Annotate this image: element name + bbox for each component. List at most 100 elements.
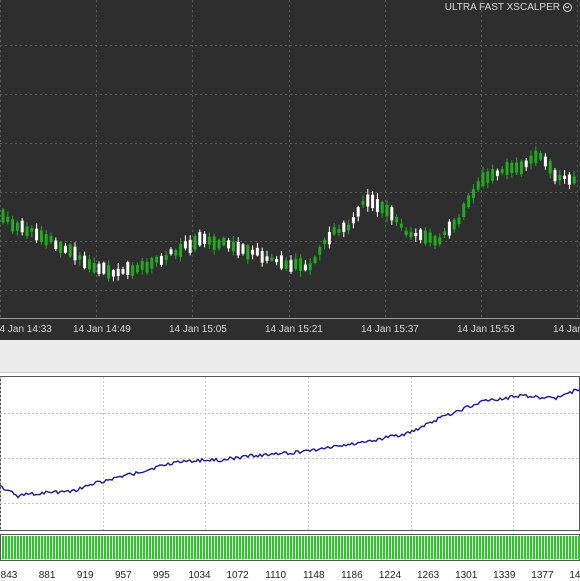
volume-bar	[452, 536, 454, 559]
volume-bar	[38, 536, 40, 559]
volume-bar	[359, 536, 361, 559]
candle	[423, 227, 427, 246]
volume-bar	[518, 536, 520, 559]
volume-bar	[479, 536, 481, 559]
volume-bar	[146, 536, 148, 559]
volume-bar	[395, 536, 397, 559]
volume-bar	[41, 536, 43, 559]
volume-bar	[431, 536, 433, 559]
candle	[567, 172, 571, 190]
candle	[313, 255, 317, 265]
candle	[260, 247, 264, 267]
candle	[83, 251, 87, 270]
volume-bar	[386, 536, 388, 559]
candle	[159, 252, 163, 268]
volume-bar	[341, 536, 343, 559]
candle	[481, 167, 485, 188]
volume-bar	[23, 536, 25, 559]
volume-bar	[392, 536, 394, 559]
volume-bar	[350, 536, 352, 559]
volume-bar	[233, 536, 235, 559]
volume-bar	[329, 536, 331, 559]
candle	[236, 237, 240, 259]
volume-bar	[323, 536, 325, 559]
candle	[59, 240, 63, 258]
volume-bar	[92, 536, 94, 559]
volume-bar	[164, 536, 166, 559]
volume-bar	[11, 536, 13, 559]
balance-line	[0, 388, 580, 499]
candle	[323, 237, 327, 250]
volume-bar	[401, 536, 403, 559]
volume-bar	[176, 536, 178, 559]
volume-bar	[542, 536, 544, 559]
volume-bar	[530, 536, 532, 559]
volume-bar	[263, 536, 265, 559]
trade-number-label: 881	[38, 570, 56, 581]
candle	[395, 214, 399, 226]
sad-face-icon	[563, 3, 572, 12]
candle	[284, 257, 288, 272]
volume-bar	[122, 536, 124, 559]
candle	[198, 229, 202, 247]
candle	[78, 252, 82, 266]
volume-bars	[2, 536, 580, 559]
volume-bar	[512, 536, 514, 559]
candle	[265, 250, 269, 264]
expert-advisor-label[interactable]: ULTRA FAST XSCALPER	[445, 2, 572, 13]
candle	[222, 236, 226, 247]
volume-bar	[371, 536, 373, 559]
volume-bar	[203, 536, 205, 559]
candle	[462, 201, 466, 220]
volume-bar	[188, 536, 190, 559]
time-label: 14 Jan 14:49	[73, 324, 131, 335]
candle	[126, 260, 130, 279]
candle	[73, 242, 77, 265]
candle	[49, 232, 53, 245]
candle	[289, 255, 293, 274]
candle	[270, 253, 274, 262]
volume-bar	[539, 536, 541, 559]
candle	[207, 232, 211, 250]
candle	[155, 255, 159, 267]
volume-bar	[53, 536, 55, 559]
trade-number-label: 1034	[188, 570, 211, 581]
candle	[63, 243, 67, 255]
candle	[35, 223, 39, 244]
trade-number-label: 1263	[416, 570, 440, 581]
volume-bar	[269, 536, 271, 559]
time-label: 14 Jan 15:05	[169, 324, 227, 335]
volume-bar	[317, 536, 319, 559]
volume-bar	[101, 536, 103, 559]
volume-bar	[125, 536, 127, 559]
volume-bar	[83, 536, 85, 559]
candle	[351, 212, 355, 229]
volume-bar	[5, 536, 7, 559]
volume-bar	[545, 536, 547, 559]
volume-bar	[200, 536, 202, 559]
volume-bar	[257, 536, 259, 559]
candle	[231, 235, 235, 256]
candlestick-chart	[0, 0, 580, 319]
volume-bar	[362, 536, 364, 559]
candle	[558, 169, 562, 186]
volume-bar	[335, 536, 337, 559]
volume-bar	[62, 536, 64, 559]
candle	[438, 233, 442, 247]
candle	[30, 225, 34, 237]
volume-bar	[425, 536, 427, 559]
volume-bar	[353, 536, 355, 559]
volume-bar	[2, 536, 4, 559]
panel-separator	[0, 340, 580, 373]
volume-bar	[551, 536, 553, 559]
volume-bar	[533, 536, 535, 559]
volume-bar	[347, 536, 349, 559]
candle	[111, 268, 115, 282]
volume-bar	[491, 536, 493, 559]
volume-bar	[296, 536, 298, 559]
balance-graph	[0, 376, 580, 561]
volume-bar	[242, 536, 244, 559]
volume-bar	[254, 536, 256, 559]
candle	[332, 223, 336, 237]
